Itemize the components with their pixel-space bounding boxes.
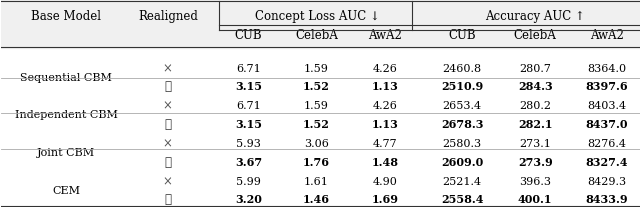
Text: CelebA: CelebA xyxy=(295,29,338,42)
Text: Accuracy AUC ↑: Accuracy AUC ↑ xyxy=(484,10,584,24)
Text: 3.67: 3.67 xyxy=(235,157,262,168)
Text: 8397.6: 8397.6 xyxy=(586,81,628,92)
Text: 2558.4: 2558.4 xyxy=(441,194,484,206)
Text: 4.90: 4.90 xyxy=(373,177,398,187)
Text: ×: × xyxy=(163,100,173,113)
Text: 282.1: 282.1 xyxy=(518,119,552,130)
Text: 8403.4: 8403.4 xyxy=(588,102,627,111)
Text: 8327.4: 8327.4 xyxy=(586,157,628,168)
Text: AwA2: AwA2 xyxy=(590,29,624,42)
Text: 1.13: 1.13 xyxy=(372,81,399,92)
Text: Realigned: Realigned xyxy=(138,10,198,24)
Text: 3.06: 3.06 xyxy=(304,139,329,149)
Text: 4.77: 4.77 xyxy=(373,139,397,149)
Text: 1.52: 1.52 xyxy=(303,81,330,92)
Text: ✓: ✓ xyxy=(164,156,172,169)
Text: 1.52: 1.52 xyxy=(303,119,330,130)
Text: ✓: ✓ xyxy=(164,193,172,206)
Text: ×: × xyxy=(163,176,173,188)
Text: 5.93: 5.93 xyxy=(236,139,261,149)
Text: 1.48: 1.48 xyxy=(372,157,399,168)
Text: 3.20: 3.20 xyxy=(236,194,262,206)
Text: 273.1: 273.1 xyxy=(519,139,551,149)
Text: CEM: CEM xyxy=(52,186,80,196)
Text: ×: × xyxy=(163,138,173,151)
Text: 2580.3: 2580.3 xyxy=(443,139,482,149)
Text: Base Model: Base Model xyxy=(31,10,101,24)
Text: 2460.8: 2460.8 xyxy=(443,64,482,74)
Text: 2510.9: 2510.9 xyxy=(441,81,483,92)
Text: CUB: CUB xyxy=(449,29,476,42)
Text: AwA2: AwA2 xyxy=(369,29,403,42)
Bar xyxy=(1,0,640,48)
Text: 2678.3: 2678.3 xyxy=(441,119,484,130)
Text: 1.59: 1.59 xyxy=(304,102,329,111)
Text: 273.9: 273.9 xyxy=(518,157,552,168)
Text: Sequential CBM: Sequential CBM xyxy=(20,73,112,83)
Text: 8433.9: 8433.9 xyxy=(586,194,628,206)
Text: 1.13: 1.13 xyxy=(372,119,399,130)
Text: 3.15: 3.15 xyxy=(235,81,262,92)
Text: 2521.4: 2521.4 xyxy=(443,177,482,187)
Text: 2653.4: 2653.4 xyxy=(443,102,482,111)
Text: 396.3: 396.3 xyxy=(519,177,551,187)
Text: 8364.0: 8364.0 xyxy=(588,64,627,74)
Text: CUB: CUB xyxy=(235,29,262,42)
Text: 5.99: 5.99 xyxy=(236,177,261,187)
Text: 4.26: 4.26 xyxy=(373,64,398,74)
Text: 400.1: 400.1 xyxy=(518,194,552,206)
Text: 8437.0: 8437.0 xyxy=(586,119,628,130)
Text: 6.71: 6.71 xyxy=(236,64,261,74)
Text: 1.76: 1.76 xyxy=(303,157,330,168)
Text: 284.3: 284.3 xyxy=(518,81,552,92)
Text: Concept Loss AUC ↓: Concept Loss AUC ↓ xyxy=(255,10,380,24)
Text: 8429.3: 8429.3 xyxy=(588,177,627,187)
Text: Independent CBM: Independent CBM xyxy=(15,110,117,120)
Text: 1.69: 1.69 xyxy=(372,194,399,206)
Text: 1.59: 1.59 xyxy=(304,64,329,74)
Text: 4.26: 4.26 xyxy=(373,102,398,111)
Text: 280.2: 280.2 xyxy=(519,102,551,111)
Text: 3.15: 3.15 xyxy=(235,119,262,130)
Text: 1.46: 1.46 xyxy=(303,194,330,206)
Text: 2609.0: 2609.0 xyxy=(441,157,483,168)
Text: 6.71: 6.71 xyxy=(236,102,261,111)
Text: 8276.4: 8276.4 xyxy=(588,139,627,149)
Text: ✓: ✓ xyxy=(164,118,172,131)
Text: 1.61: 1.61 xyxy=(304,177,329,187)
Text: ×: × xyxy=(163,62,173,75)
Text: 280.7: 280.7 xyxy=(519,64,551,74)
Text: CelebA: CelebA xyxy=(514,29,557,42)
Text: Joint CBM: Joint CBM xyxy=(37,148,95,158)
Text: ✓: ✓ xyxy=(164,80,172,93)
